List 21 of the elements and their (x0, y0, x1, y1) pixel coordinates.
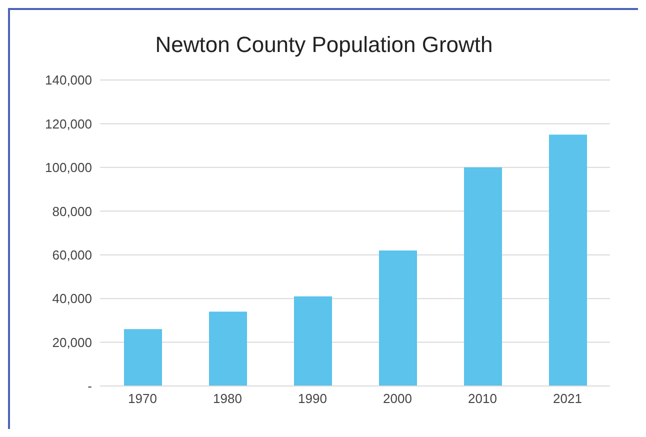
x-tick-label: 2021 (553, 391, 582, 406)
x-tick-label: 1980 (213, 391, 242, 406)
y-tick-label: 120,000 (45, 116, 92, 132)
y-tick-label: - (88, 378, 92, 394)
bar (124, 329, 162, 386)
y-tick-label: 100,000 (45, 160, 92, 176)
y-tick-label: 40,000 (52, 291, 92, 306)
chart-title: Newton County Population Growth (154, 31, 494, 59)
bar (379, 250, 417, 386)
x-tick-label: 1970 (128, 391, 157, 406)
x-tick-label: 2010 (468, 391, 497, 406)
y-tick-label: 80,000 (52, 204, 92, 219)
x-tick-label: 2000 (383, 391, 412, 406)
bar (294, 296, 332, 386)
y-tick-label: 60,000 (52, 247, 92, 262)
bar (549, 134, 587, 386)
y-tick-label: 140,000 (45, 72, 92, 88)
bar (209, 312, 247, 386)
bar (464, 167, 502, 386)
x-tick-label: 1990 (298, 391, 327, 406)
y-tick-label: 20,000 (52, 334, 92, 350)
